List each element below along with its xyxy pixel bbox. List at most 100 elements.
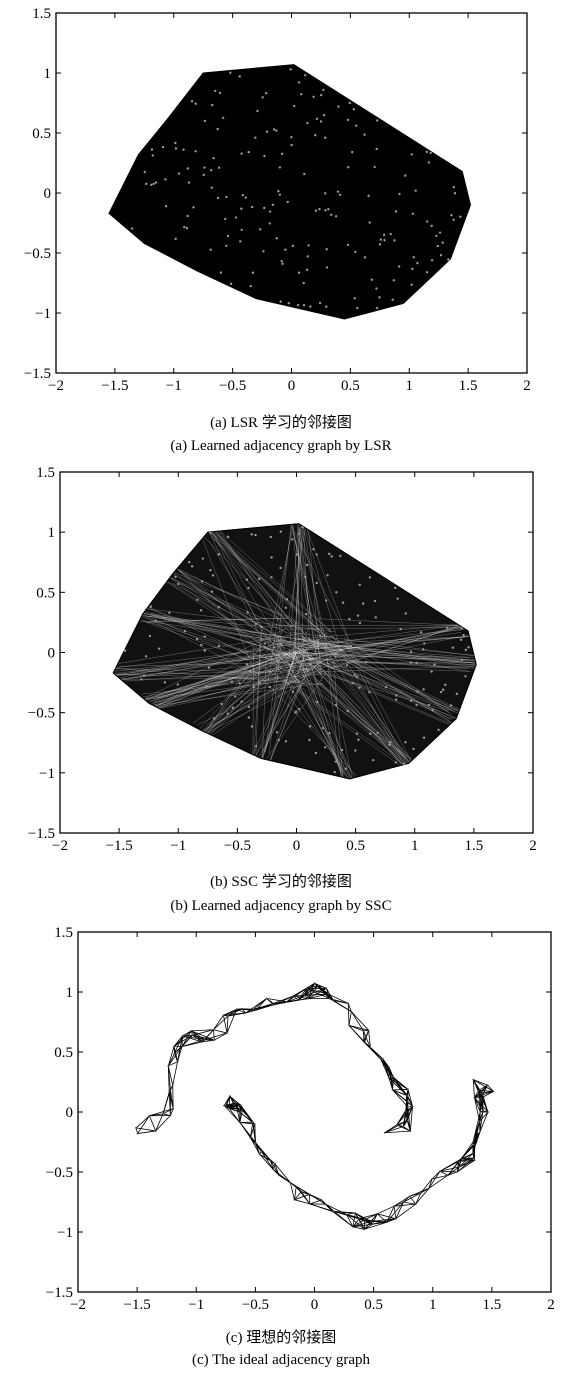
data-point (268, 210, 272, 213)
data-point (217, 553, 220, 556)
edge (479, 1110, 484, 1132)
edge (304, 109, 463, 172)
data-point (177, 172, 181, 175)
edge (146, 667, 311, 699)
data-point (176, 1060, 179, 1063)
data-point (392, 279, 395, 282)
data-point (467, 646, 470, 649)
data-point (229, 282, 233, 286)
edge (141, 607, 336, 632)
edge (321, 1199, 335, 1212)
data-point (327, 993, 329, 995)
data-point (425, 220, 429, 223)
edge (333, 1000, 349, 1004)
edge (118, 668, 319, 682)
x-tick-label: −1.5 (124, 1297, 151, 1313)
data-point (287, 652, 291, 656)
data-point (277, 190, 280, 193)
edge (474, 1094, 483, 1098)
data-point (228, 1095, 231, 1098)
data-point (201, 1040, 204, 1043)
edge (205, 679, 310, 734)
data-point (289, 1181, 292, 1184)
y-tick-label: −1 (57, 1225, 73, 1241)
data-point (431, 1177, 434, 1180)
hull-edge (112, 613, 144, 674)
edge (149, 640, 333, 709)
data-point (322, 88, 325, 92)
edge (191, 1030, 215, 1041)
edge (415, 1188, 430, 1205)
edge (459, 1153, 474, 1168)
data-point (394, 586, 397, 590)
data-point (312, 95, 315, 98)
edge (309, 623, 467, 647)
edge (392, 1089, 408, 1097)
data-point (406, 1119, 409, 1122)
edge (108, 204, 423, 214)
edge (135, 1127, 156, 1132)
data-point (308, 725, 312, 728)
edge (141, 673, 322, 695)
data-point (397, 265, 401, 268)
chart-c-svg: −2 −1.5 −1 −0.5 0 0.5 1 1.5 21.510.50−0.5−1−1.5 (46, 925, 555, 1313)
data-point (325, 266, 329, 269)
data-point (297, 999, 299, 1002)
edge (202, 538, 257, 678)
data-point (411, 267, 414, 271)
x-tick-label: −0.5 (224, 838, 251, 854)
edge (259, 1154, 274, 1170)
edge (228, 1104, 241, 1109)
data-point (254, 622, 258, 626)
data-point (318, 634, 322, 637)
data-point (244, 196, 247, 199)
data-point (407, 1088, 409, 1091)
data-point (409, 650, 413, 653)
data-point (362, 1029, 365, 1032)
data-point (324, 599, 328, 602)
caption-c-cn: (c) 理想的邻接图 (225, 1330, 337, 1346)
edge (157, 199, 345, 320)
edge (306, 655, 412, 760)
data-point (439, 253, 443, 257)
edge (384, 1126, 404, 1134)
edge (294, 635, 473, 654)
edge (352, 1219, 365, 1228)
data-point (281, 262, 284, 266)
data-point (423, 642, 426, 645)
edge (301, 96, 404, 304)
data-point (233, 695, 237, 698)
edge (392, 1077, 394, 1090)
data-point (209, 569, 212, 572)
data-point (356, 675, 359, 678)
edge (155, 650, 301, 710)
edge (266, 998, 287, 1003)
edge (167, 1065, 174, 1086)
edge (461, 1153, 474, 1160)
data-point (427, 1187, 430, 1190)
x-tick-label: 2 (529, 838, 537, 854)
data-point (425, 271, 429, 274)
data-point (263, 154, 266, 158)
data-point (210, 169, 213, 172)
edge (284, 625, 468, 671)
edge (150, 614, 286, 638)
edge (388, 1066, 394, 1078)
data-point (216, 196, 220, 200)
edge (447, 1171, 458, 1176)
data-point (412, 747, 415, 751)
data-point (325, 305, 328, 308)
edge (380, 1058, 394, 1078)
data-point (358, 1217, 360, 1220)
data-point (229, 71, 232, 74)
edge (113, 633, 302, 665)
edge (275, 632, 462, 660)
edge (294, 1193, 310, 1201)
edge (407, 1106, 411, 1132)
edge (138, 154, 188, 223)
data-point (245, 663, 249, 666)
edge (295, 651, 453, 720)
edge (409, 1195, 416, 1205)
data-point (201, 557, 204, 560)
data-point (446, 626, 449, 630)
